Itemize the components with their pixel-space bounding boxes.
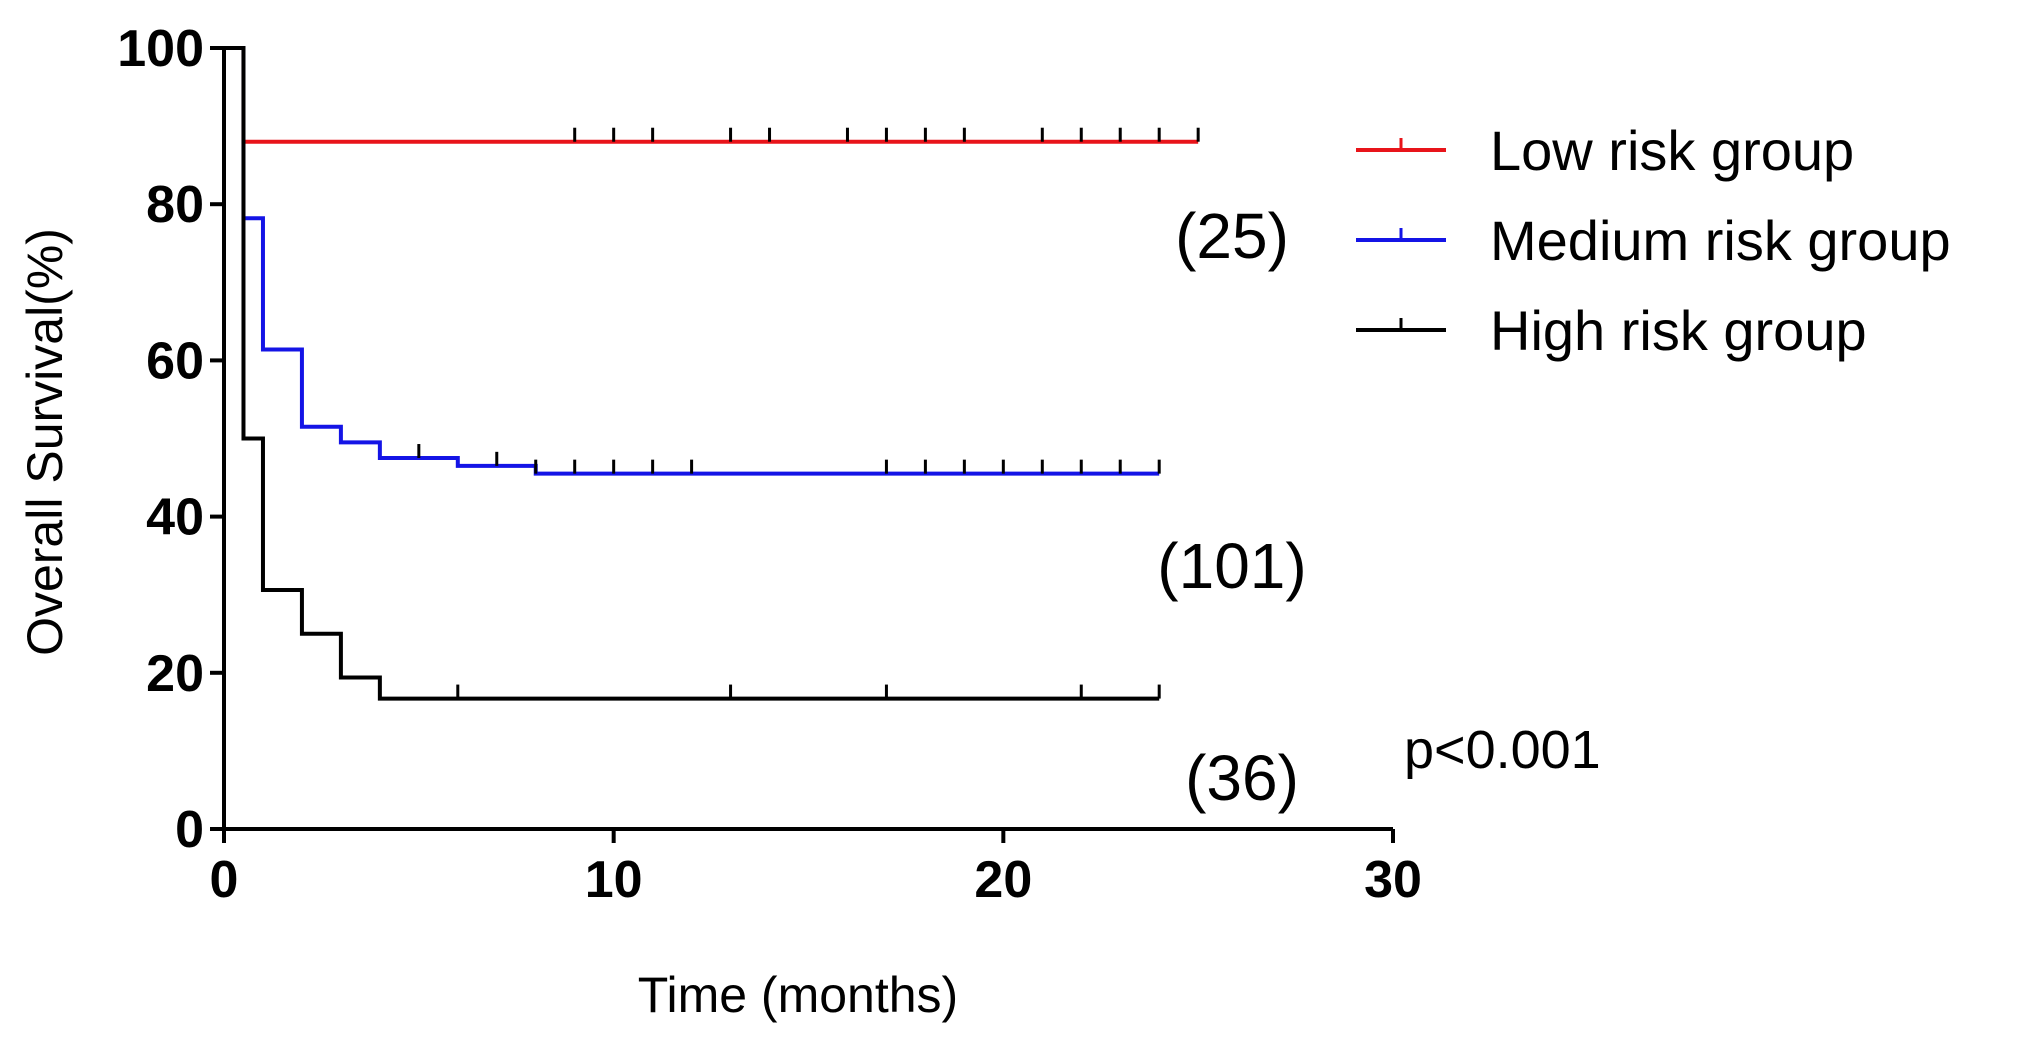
x-tick-label: 0 [210, 851, 239, 909]
x-tick-label: 30 [1364, 851, 1422, 909]
axes: 0 20 40 60 80 100 0 10 20 30 [117, 20, 1422, 909]
legend-label-high: High risk group [1490, 299, 1867, 362]
y-tick-label: 80 [146, 176, 204, 234]
n-label-medium: (101) [1157, 530, 1306, 602]
y-axis-title: Overall Survival(%) [17, 228, 73, 656]
n-label-low: (25) [1175, 200, 1289, 272]
series-medium [224, 46, 1161, 476]
series-low [224, 46, 1200, 144]
survival-curve-high [224, 46, 1160, 701]
legend-label-low: Low risk group [1490, 119, 1854, 182]
x-axis-title: Time (months) [638, 967, 958, 1023]
series-high [224, 46, 1161, 701]
y-tick-label: 60 [146, 332, 204, 390]
survival-curve-low [224, 46, 1199, 144]
y-tick-label: 20 [146, 645, 204, 703]
survival-curve-medium [224, 46, 1160, 476]
p-value-label: p<0.001 [1404, 720, 1601, 780]
y-tick-label: 100 [117, 20, 204, 78]
y-tick-label: 0 [175, 801, 204, 859]
x-tick-label: 20 [974, 851, 1032, 909]
legend-label-medium: Medium risk group [1490, 209, 1951, 272]
legend: Low risk group Medium risk group High ri… [1356, 119, 1951, 362]
series-layer [224, 46, 1200, 701]
n-label-high: (36) [1185, 742, 1299, 814]
x-tick-label: 10 [585, 851, 643, 909]
y-tick-label: 40 [146, 489, 204, 547]
